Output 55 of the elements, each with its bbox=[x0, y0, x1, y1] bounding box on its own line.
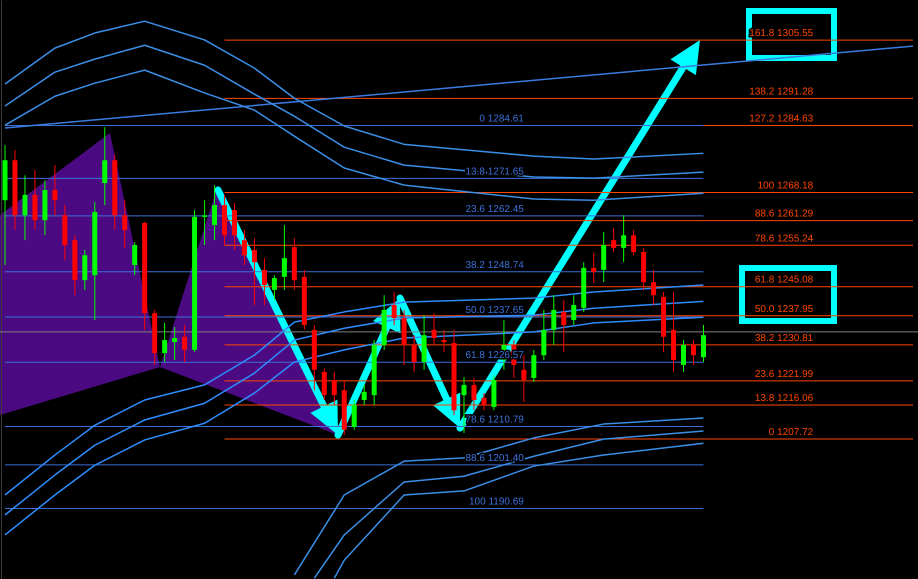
candlestick bbox=[22, 174, 28, 241]
ref-line-label: 100 1190.69 bbox=[468, 496, 524, 508]
candlestick bbox=[262, 258, 267, 306]
ref-line-label: 38.2 1230.81 bbox=[754, 332, 814, 344]
candlestick bbox=[322, 368, 327, 400]
candlestick bbox=[242, 229, 247, 266]
ref-line-label: 0 1207.72 bbox=[768, 427, 814, 438]
candlestick bbox=[412, 334, 417, 372]
candlestick bbox=[162, 322, 168, 363]
ref-line-label: 50.0 1237.95 bbox=[754, 304, 814, 315]
ref-line-label: 38.2 1248.74 bbox=[465, 260, 524, 271]
ref-line-label: 23.6 1262.45 bbox=[465, 204, 524, 215]
candlestick bbox=[392, 291, 397, 326]
candlestick bbox=[272, 274, 277, 301]
ref-line-label: 138.2 1291.28 bbox=[749, 86, 814, 98]
candlestick bbox=[651, 269, 656, 306]
ref-line-label: 127.2 1284.63 bbox=[749, 113, 814, 124]
candlestick bbox=[690, 340, 696, 366]
candlestick bbox=[252, 238, 257, 306]
candlestick bbox=[700, 324, 706, 363]
candlestick bbox=[352, 400, 357, 430]
candlestick bbox=[461, 376, 466, 434]
candlestick bbox=[551, 294, 556, 346]
candlestick bbox=[611, 227, 616, 252]
candlestick bbox=[442, 329, 447, 352]
ref-line-label: 100 1268.18 bbox=[758, 180, 814, 192]
candlestick bbox=[212, 184, 218, 241]
candlestick bbox=[202, 200, 208, 246]
candlestick bbox=[332, 371, 337, 406]
candlestick bbox=[561, 300, 566, 352]
ref-line-label: 13.8 1216.06 bbox=[754, 393, 814, 404]
candlestick bbox=[481, 392, 486, 411]
candlestick bbox=[52, 164, 58, 216]
candlestick bbox=[122, 200, 128, 248]
candlestick bbox=[681, 340, 686, 372]
candlestick bbox=[591, 252, 596, 284]
ref-line-label: 23.6 1221.99 bbox=[754, 368, 814, 380]
ref-line-label: 61.8 1245.08 bbox=[754, 274, 814, 286]
candlestick bbox=[531, 349, 536, 383]
ref-line-label: 50.0 1237.65 bbox=[465, 305, 524, 316]
candlestick bbox=[102, 126, 108, 206]
candlestick bbox=[571, 294, 576, 326]
ref-line-label: 78.6 1255.24 bbox=[754, 233, 814, 244]
ref-line-label: 88.6 1261.29 bbox=[754, 208, 814, 220]
ref-line-label: 88.6 1201.40 bbox=[465, 452, 524, 464]
candlestick bbox=[432, 312, 437, 346]
candlestick bbox=[282, 224, 287, 290]
candlestick bbox=[132, 242, 138, 276]
candlestick bbox=[172, 326, 178, 361]
ref-line-label: 0 1284.61 bbox=[479, 114, 524, 125]
candlestick bbox=[631, 229, 636, 256]
candlestick bbox=[362, 384, 367, 406]
candlestick bbox=[621, 214, 626, 263]
candlestick bbox=[471, 377, 476, 411]
candlestick bbox=[182, 324, 188, 363]
